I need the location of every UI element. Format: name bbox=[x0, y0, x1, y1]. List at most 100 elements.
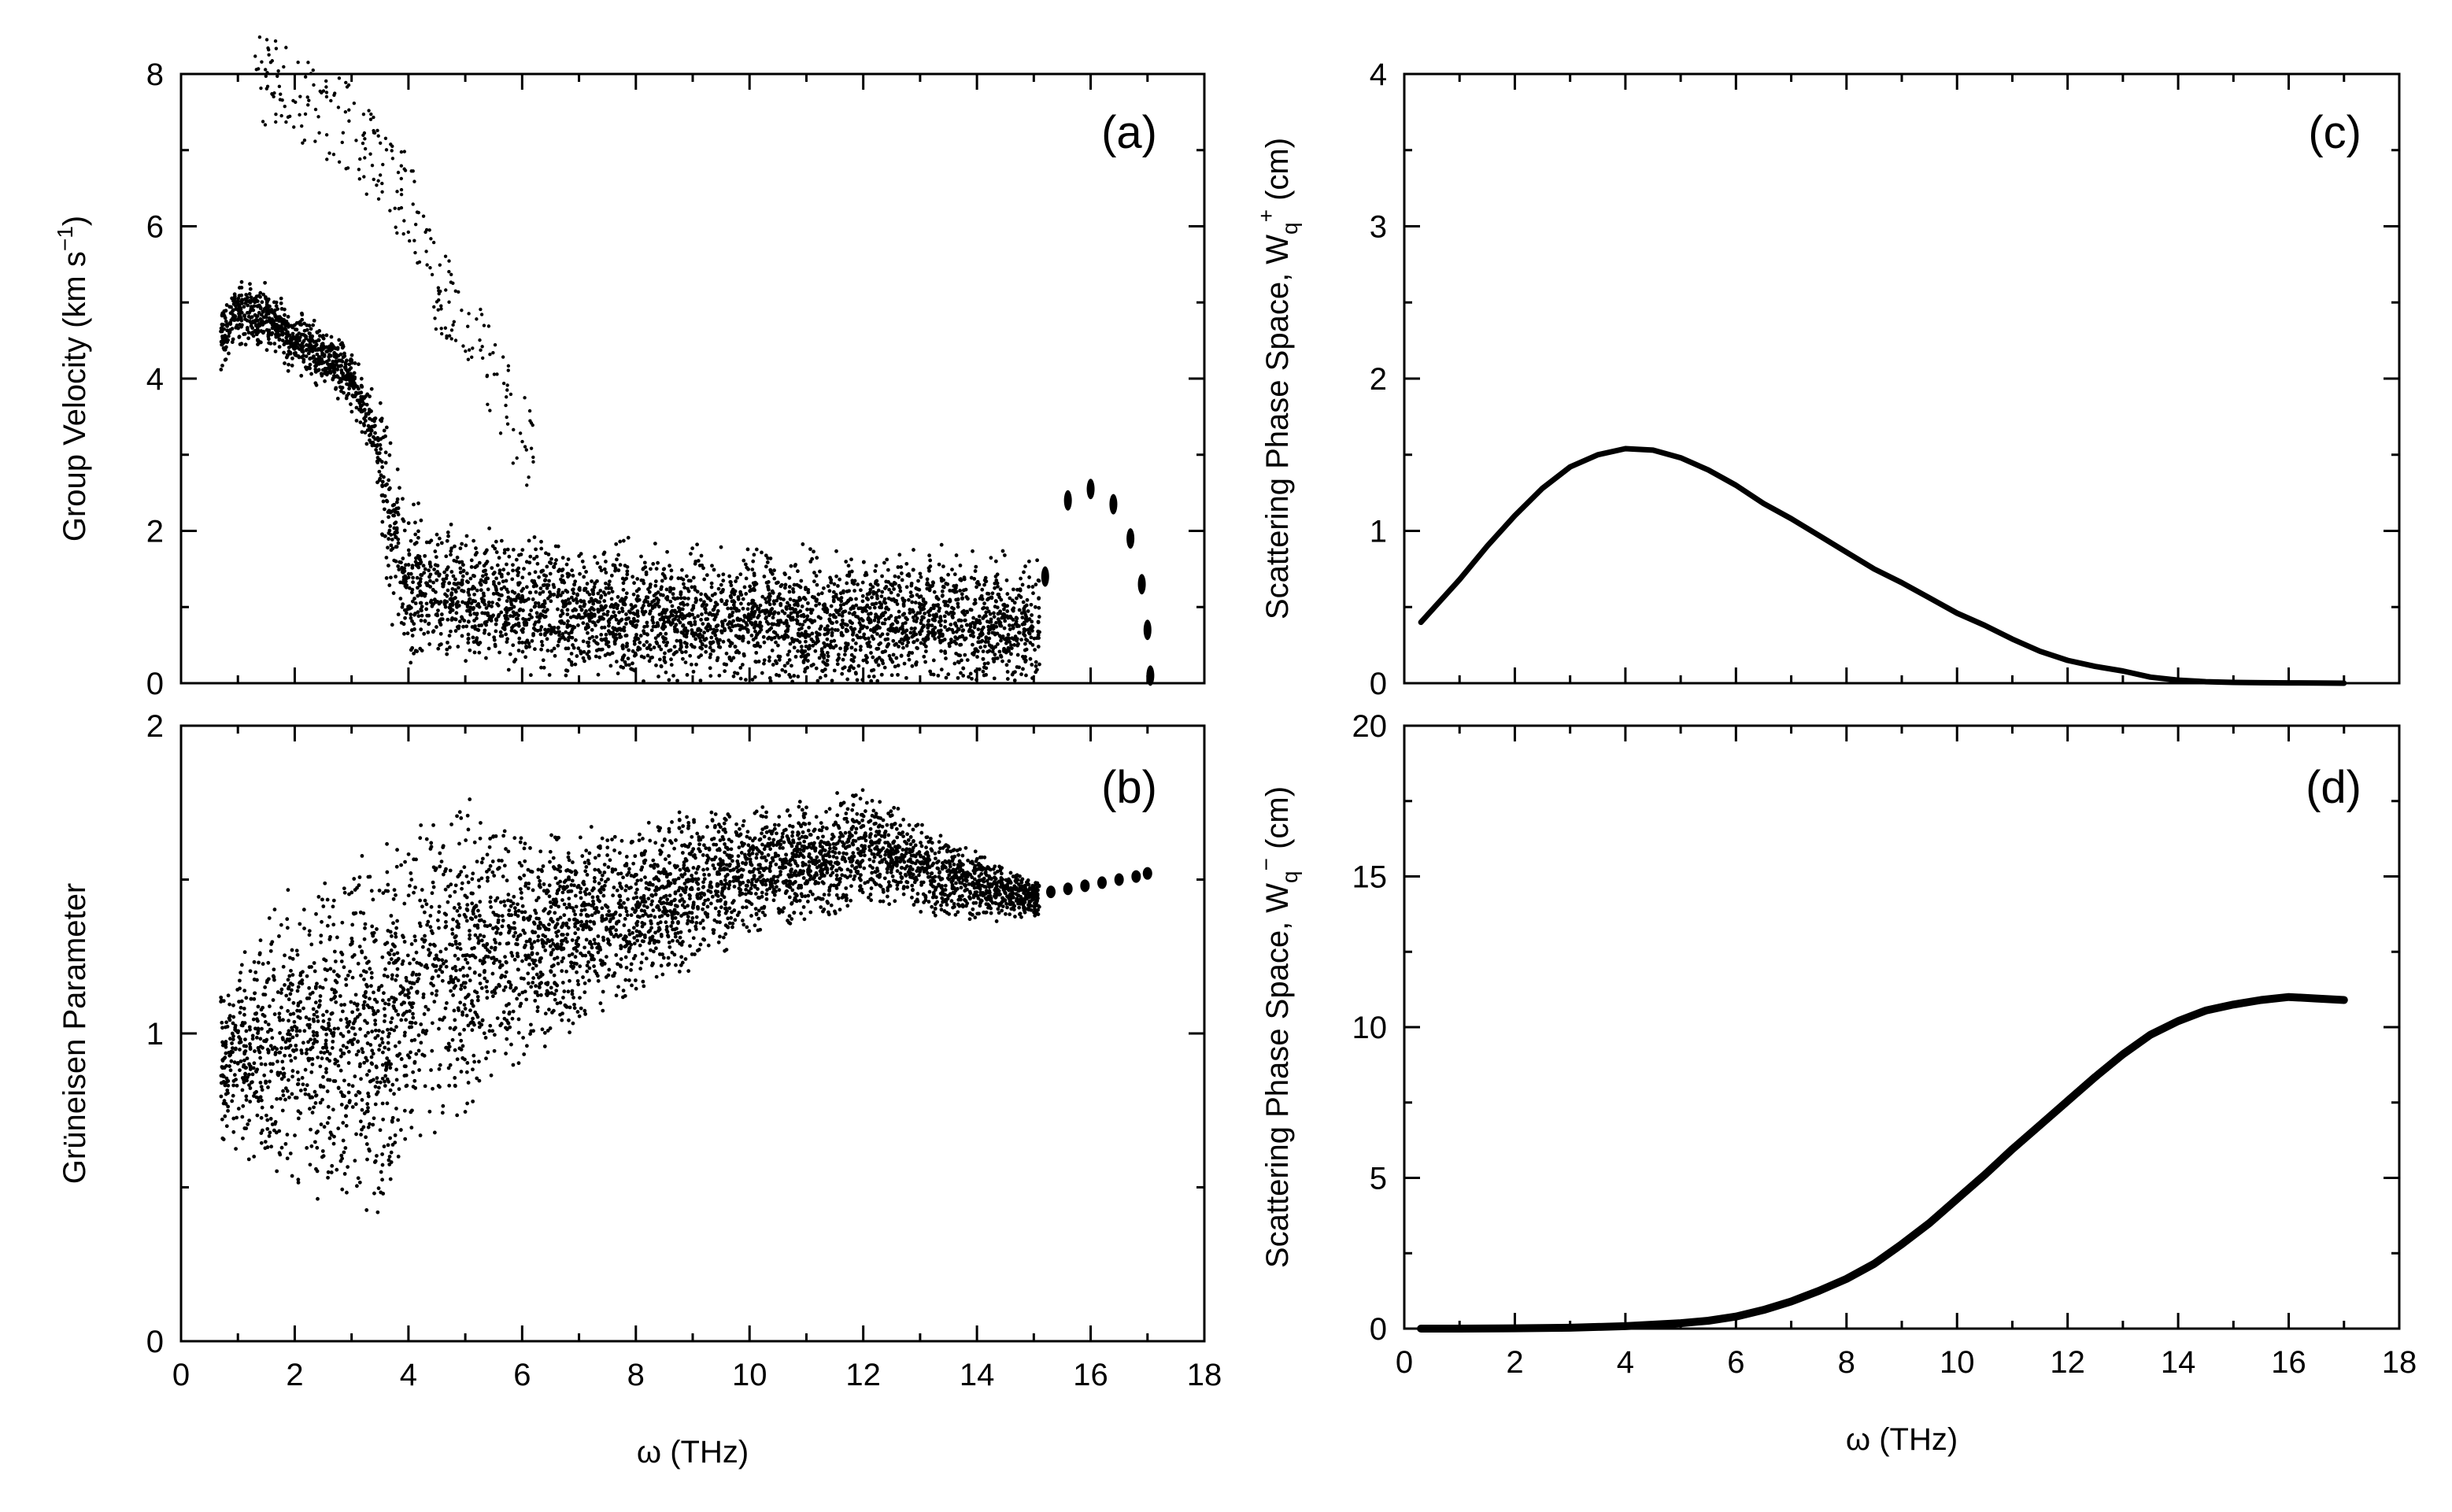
scatter-point bbox=[577, 554, 582, 558]
scatter-point bbox=[273, 349, 278, 353]
scatter-point bbox=[711, 608, 716, 612]
scatter-point bbox=[280, 338, 285, 342]
scatter-point bbox=[727, 574, 732, 579]
scatter-point bbox=[305, 365, 310, 370]
scatter-point bbox=[772, 610, 777, 615]
scatter-point bbox=[302, 138, 307, 142]
scatter-point bbox=[338, 1018, 343, 1022]
scatter-point bbox=[917, 601, 922, 606]
scatter-point bbox=[841, 621, 845, 626]
scatter-point bbox=[560, 574, 564, 579]
scatter-point bbox=[886, 632, 890, 637]
scatter-point bbox=[704, 644, 708, 649]
scatter-point bbox=[561, 604, 566, 609]
scatter-point bbox=[514, 616, 519, 621]
scatter-point bbox=[524, 448, 529, 452]
scatter-point bbox=[871, 637, 876, 641]
scatter-point bbox=[594, 641, 598, 645]
scatter-point bbox=[926, 618, 931, 623]
scatter-point bbox=[692, 645, 697, 649]
scatter-point bbox=[819, 591, 824, 596]
scatter-point bbox=[611, 563, 616, 567]
scatter-point bbox=[507, 554, 512, 559]
scatter-point bbox=[567, 896, 571, 901]
scatter-point bbox=[989, 625, 994, 630]
scatter-point bbox=[376, 179, 380, 183]
scatter-point bbox=[743, 562, 748, 567]
scatter-point bbox=[782, 621, 786, 626]
scatter-point bbox=[1017, 593, 1021, 597]
scatter-point bbox=[757, 630, 762, 634]
scatter-point bbox=[1024, 637, 1028, 641]
scatter-point bbox=[915, 645, 919, 650]
scatter-point bbox=[567, 657, 571, 662]
scatter-point bbox=[499, 610, 504, 615]
scatter-point bbox=[407, 604, 412, 608]
scatter-point bbox=[609, 573, 614, 578]
scatter-point bbox=[880, 574, 884, 579]
scatter-point bbox=[889, 590, 893, 595]
scatter-point bbox=[1037, 615, 1041, 619]
scatter-point bbox=[480, 356, 485, 360]
scatter-point bbox=[810, 631, 815, 636]
scatter-point bbox=[782, 597, 786, 602]
scatter-point bbox=[818, 569, 822, 574]
scatter-point bbox=[449, 546, 454, 550]
scatter-point bbox=[931, 672, 936, 677]
scatter-point bbox=[420, 613, 424, 618]
scatter-point bbox=[669, 576, 673, 581]
scatter-point bbox=[982, 644, 987, 649]
scatter-point bbox=[871, 628, 876, 633]
scatter-point bbox=[502, 623, 507, 628]
scatter-point bbox=[970, 676, 974, 681]
scatter-point bbox=[520, 649, 525, 654]
scatter-point bbox=[436, 646, 441, 651]
scatter-point bbox=[682, 616, 687, 620]
scatter-point bbox=[230, 340, 235, 345]
scatter-point bbox=[388, 510, 393, 515]
scatter-point bbox=[383, 434, 387, 438]
scatter-point bbox=[809, 637, 814, 641]
scatter-point bbox=[871, 859, 876, 863]
scatter-point bbox=[312, 961, 316, 965]
scatter-point bbox=[527, 571, 532, 576]
scatter-point bbox=[416, 501, 420, 505]
panel-b-data-marks bbox=[219, 788, 1152, 1214]
scatter-point bbox=[877, 642, 882, 647]
scatter-point bbox=[339, 386, 344, 390]
scatter-point bbox=[693, 619, 697, 624]
scatter-point bbox=[349, 357, 353, 361]
scatter-point bbox=[573, 912, 578, 917]
scatter-point bbox=[412, 1078, 417, 1083]
scatter-point bbox=[452, 596, 457, 601]
scatter-point bbox=[661, 623, 665, 628]
scatter-point bbox=[431, 880, 435, 885]
scatter-point bbox=[523, 396, 527, 400]
scatter-point bbox=[287, 362, 290, 367]
scatter-point bbox=[729, 583, 734, 588]
scatter-point bbox=[450, 927, 454, 932]
scatter-point bbox=[453, 544, 457, 549]
scatter-point bbox=[549, 649, 554, 653]
scatter-point bbox=[641, 610, 645, 615]
scatter-point bbox=[364, 192, 368, 196]
scatter-point bbox=[992, 615, 997, 619]
scatter-point bbox=[522, 567, 526, 571]
scatter-point bbox=[390, 623, 394, 627]
scatter-point bbox=[943, 619, 948, 623]
scatter-point bbox=[922, 654, 926, 659]
scatter-point bbox=[889, 626, 893, 630]
scatter-point bbox=[242, 314, 246, 318]
scatter-point bbox=[227, 331, 231, 335]
scatter-point bbox=[708, 655, 712, 660]
scatter-point bbox=[488, 408, 492, 412]
scatter-point bbox=[505, 383, 509, 387]
scatter-point bbox=[683, 626, 688, 630]
scatter-point bbox=[386, 537, 391, 542]
scatter-point bbox=[245, 326, 250, 330]
scatter-point bbox=[485, 374, 489, 379]
scatter-point bbox=[922, 642, 926, 646]
scatter-point bbox=[305, 327, 309, 332]
scatter-point bbox=[264, 348, 269, 353]
scatter-point bbox=[467, 348, 472, 352]
